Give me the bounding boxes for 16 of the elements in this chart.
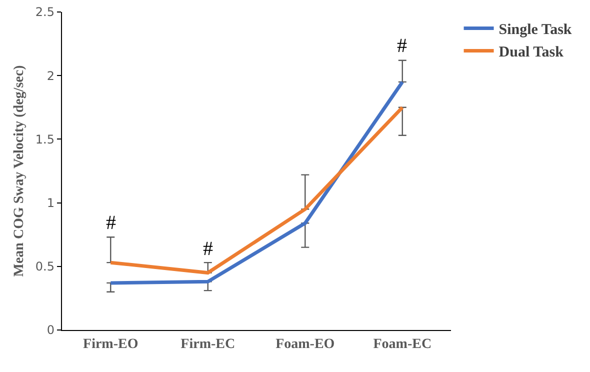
annotation: #	[106, 212, 116, 234]
x-tick-label: Firm-EC	[180, 336, 236, 352]
y-tick-label: 2.5	[35, 5, 54, 20]
y-tick-label: 1.5	[35, 132, 54, 146]
x-tick-label: Firm-EO	[83, 336, 138, 352]
y-tick-label: 1	[46, 196, 54, 210]
annotation: #	[397, 35, 407, 57]
annotation: #	[203, 238, 213, 260]
x-tick-label: Foam-EO	[276, 336, 335, 352]
y-tick-label: 0.5	[35, 260, 54, 274]
legend-label: Dual Task	[498, 44, 564, 61]
x-tick-label: Foam-EC	[373, 336, 432, 352]
y-tick-label: 0	[46, 323, 54, 338]
legend-label: Single Task	[498, 22, 572, 38]
y-axis-title: Mean COG Sway Velocity (deg/sec)	[12, 64, 28, 277]
y-tick-label: 2	[46, 68, 54, 83]
